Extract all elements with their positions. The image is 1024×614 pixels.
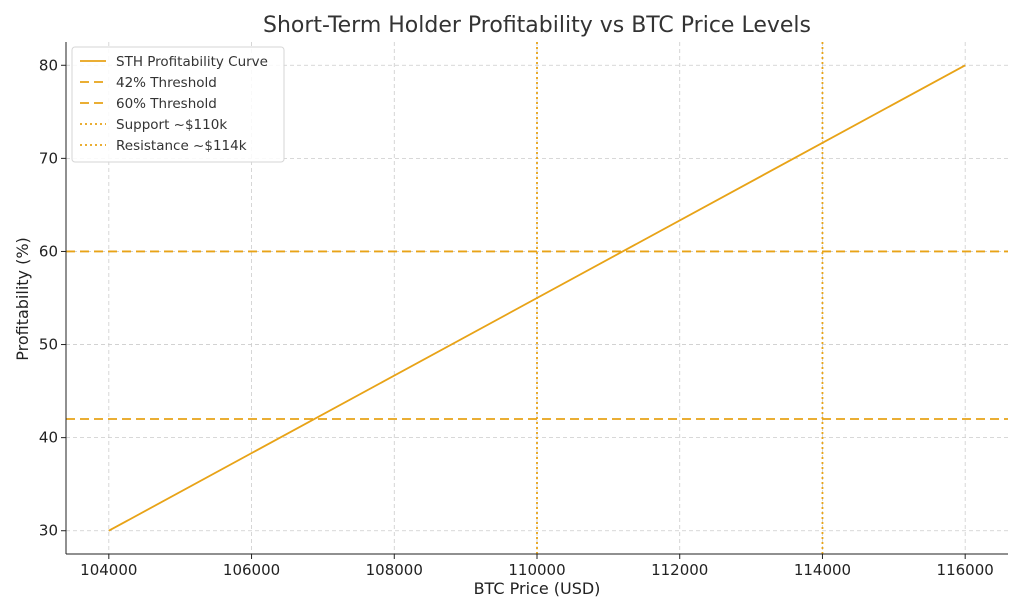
y-tick-label: 50 — [39, 336, 58, 354]
x-tick-label: 108000 — [366, 561, 423, 579]
y-tick-label: 70 — [39, 149, 58, 167]
tick-layer: 104000 106000 108000 110000 112000 114000 1160… — [39, 56, 994, 579]
y-tick-label: 80 — [39, 56, 58, 74]
x-tick-label: 112000 — [651, 561, 708, 579]
marks-layer — [66, 42, 1008, 554]
y-tick-label: 30 — [39, 522, 58, 540]
legend: STH Profitability Curve 42% Threshold 60% … — [71, 46, 285, 163]
legend-label: 42% Threshold — [116, 75, 217, 91]
y-tick-label: 40 — [39, 429, 58, 447]
chart-title: Short-Term Holder Profitability vs BTC P… — [263, 13, 811, 38]
x-tick-label: 116000 — [937, 561, 994, 579]
legend-label: Support ~$110k — [116, 117, 227, 133]
y-tick-label: 60 — [39, 242, 58, 260]
y-axis-label: Profitability (%) — [13, 237, 32, 361]
x-tick-label: 110000 — [508, 561, 565, 579]
legend-label: Resistance ~$114k — [116, 138, 247, 154]
x-tick-label: 106000 — [223, 561, 280, 579]
legend-label: STH Profitability Curve — [116, 54, 268, 70]
x-tick-label: 104000 — [80, 561, 137, 579]
legend-label: 60% Threshold — [116, 96, 217, 112]
x-axis-label: BTC Price (USD) — [474, 579, 601, 598]
legend-box — [71, 46, 285, 163]
x-tick-label: 114000 — [794, 561, 851, 579]
series-line-0 — [108, 64, 966, 532]
